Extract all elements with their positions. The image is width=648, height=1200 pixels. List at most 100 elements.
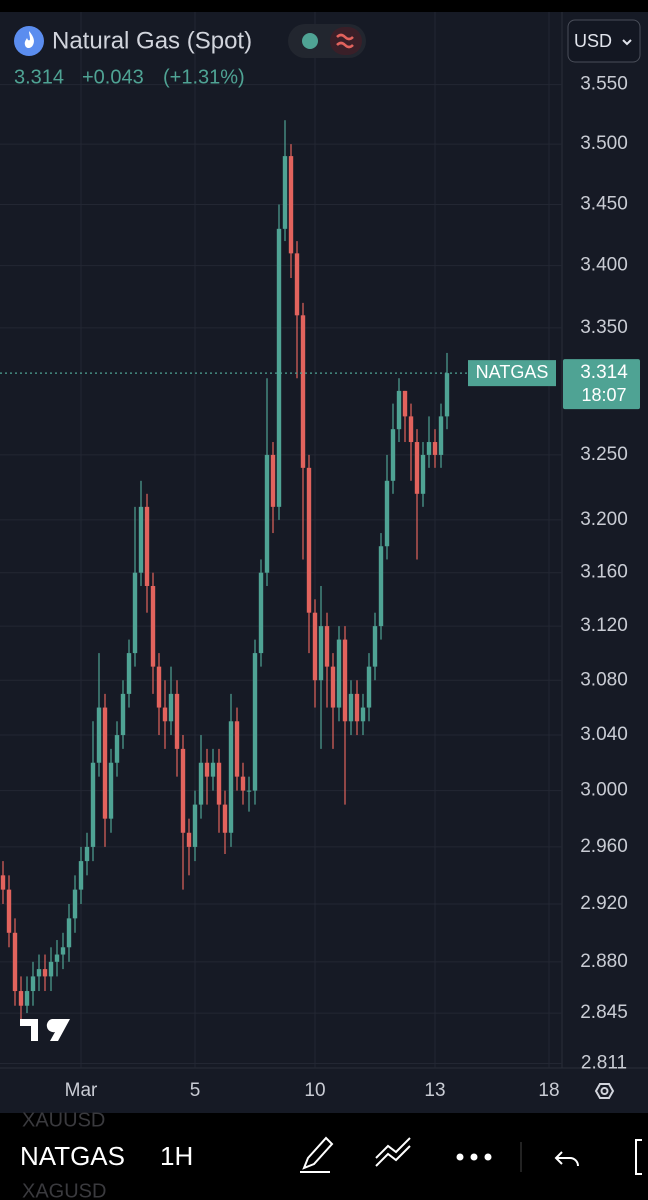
header-change: +0.043	[82, 66, 144, 88]
candle-body	[54, 954, 60, 962]
candle-body	[96, 707, 102, 763]
candle-body	[120, 693, 126, 736]
candle-body	[414, 442, 420, 494]
candle-body	[378, 546, 384, 627]
more-dot[interactable]	[456, 1153, 464, 1161]
candle-body	[132, 572, 138, 654]
x-tick-label: 10	[304, 1080, 325, 1101]
candle-body	[186, 832, 192, 847]
candle-body	[426, 442, 432, 455]
y-tick-label: 2.960	[580, 836, 628, 857]
candle-body	[240, 776, 246, 791]
y-tick-label: 3.350	[580, 317, 628, 338]
candle-body	[360, 707, 366, 722]
candle-body	[102, 707, 108, 819]
candle-body	[264, 454, 270, 573]
candle-body	[222, 804, 228, 833]
candle-body	[372, 626, 378, 667]
market-open-dot	[302, 33, 318, 49]
currency-caret	[622, 39, 632, 46]
y-tick-label: 3.500	[580, 133, 628, 154]
delay-icon	[336, 33, 354, 49]
candle-body	[348, 693, 354, 722]
candle-body	[396, 390, 402, 430]
y-tick-label: 2.920	[580, 893, 628, 914]
toolbar-interval[interactable]: 1H	[160, 1141, 193, 1171]
candle-body	[168, 693, 174, 722]
currency-label: USD	[574, 31, 612, 51]
candle-body	[150, 585, 156, 667]
price-tag-countdown: 18:07	[581, 385, 626, 405]
settings-icon[interactable]	[594, 1083, 615, 1099]
candle-body	[336, 639, 342, 708]
fullscreen-icon[interactable]	[635, 1139, 642, 1175]
draw-tool-icon[interactable]	[300, 1136, 334, 1173]
toolbar-symbol[interactable]: NATGAS	[20, 1141, 125, 1171]
candle-body	[330, 666, 336, 708]
candle-body	[324, 626, 330, 667]
y-tick-label: 2.880	[580, 951, 628, 972]
candle-body	[30, 976, 36, 992]
candle-body	[294, 253, 300, 316]
candle-body	[276, 228, 282, 507]
candle-body	[384, 480, 390, 547]
candle-body	[420, 454, 426, 494]
symbol-title: Natural Gas (Spot)	[52, 27, 252, 54]
candle-body	[234, 721, 240, 777]
chart-panel	[0, 12, 648, 1113]
y-tick-label: 3.250	[580, 444, 628, 465]
candle-body	[228, 721, 234, 833]
candle-body	[126, 653, 132, 694]
candle-body	[174, 693, 180, 749]
candle-body	[66, 918, 72, 948]
indicator-icon[interactable]	[375, 1137, 411, 1167]
candle-body	[24, 991, 30, 1006]
candle-body	[18, 991, 24, 1006]
y-tick-label: 3.200	[580, 509, 628, 530]
undo-icon[interactable]	[554, 1151, 579, 1167]
candle-body	[198, 762, 204, 805]
x-tick-label: Mar	[65, 1080, 98, 1101]
y-tick-label: 2.845	[580, 1002, 628, 1023]
candle-body	[300, 315, 306, 468]
candle-body	[42, 969, 48, 977]
candle-body	[180, 748, 186, 833]
delay-badge	[330, 27, 362, 55]
price-tag-value: 3.314	[580, 362, 628, 383]
candle-body	[318, 626, 324, 681]
axes: 2.811 2.845 2.880 2.920 2.960 3.000 3.040 3.080…	[0, 74, 640, 1101]
ghost-symbol: XAUUSD	[22, 1109, 105, 1131]
candle-body	[312, 612, 318, 681]
currency-button[interactable]	[567, 19, 641, 63]
candle-body	[90, 762, 96, 847]
y-tick-label: 3.160	[580, 562, 628, 583]
candle-body	[6, 889, 12, 933]
y-tick-label: 3.450	[580, 193, 628, 214]
y-tick-label: 3.080	[580, 669, 628, 690]
candle-body	[444, 373, 450, 417]
candle-body	[282, 156, 288, 229]
candle-body	[246, 790, 252, 792]
candle-body	[432, 442, 438, 455]
candle-body	[204, 762, 210, 777]
candle-body	[366, 666, 372, 708]
x-tick-label: 5	[190, 1080, 201, 1101]
candle-body	[162, 707, 168, 722]
candle-body	[156, 666, 162, 708]
candle-body	[108, 762, 114, 819]
ghost-symbol: XAGUSD	[22, 1180, 106, 1200]
price-tag	[563, 359, 640, 410]
y-tick-label: 3.120	[580, 615, 628, 636]
candle-body	[60, 947, 66, 955]
candle-body	[288, 156, 294, 254]
candle-body	[408, 416, 414, 443]
candle-body	[138, 506, 144, 573]
candle-body	[48, 961, 54, 977]
header-change-percent: (+1.31%)	[163, 66, 245, 88]
candle-body	[36, 969, 42, 977]
candle-body	[438, 416, 444, 455]
candle-body	[192, 804, 198, 847]
candle-body	[72, 889, 78, 919]
more-dot	[484, 1153, 492, 1161]
